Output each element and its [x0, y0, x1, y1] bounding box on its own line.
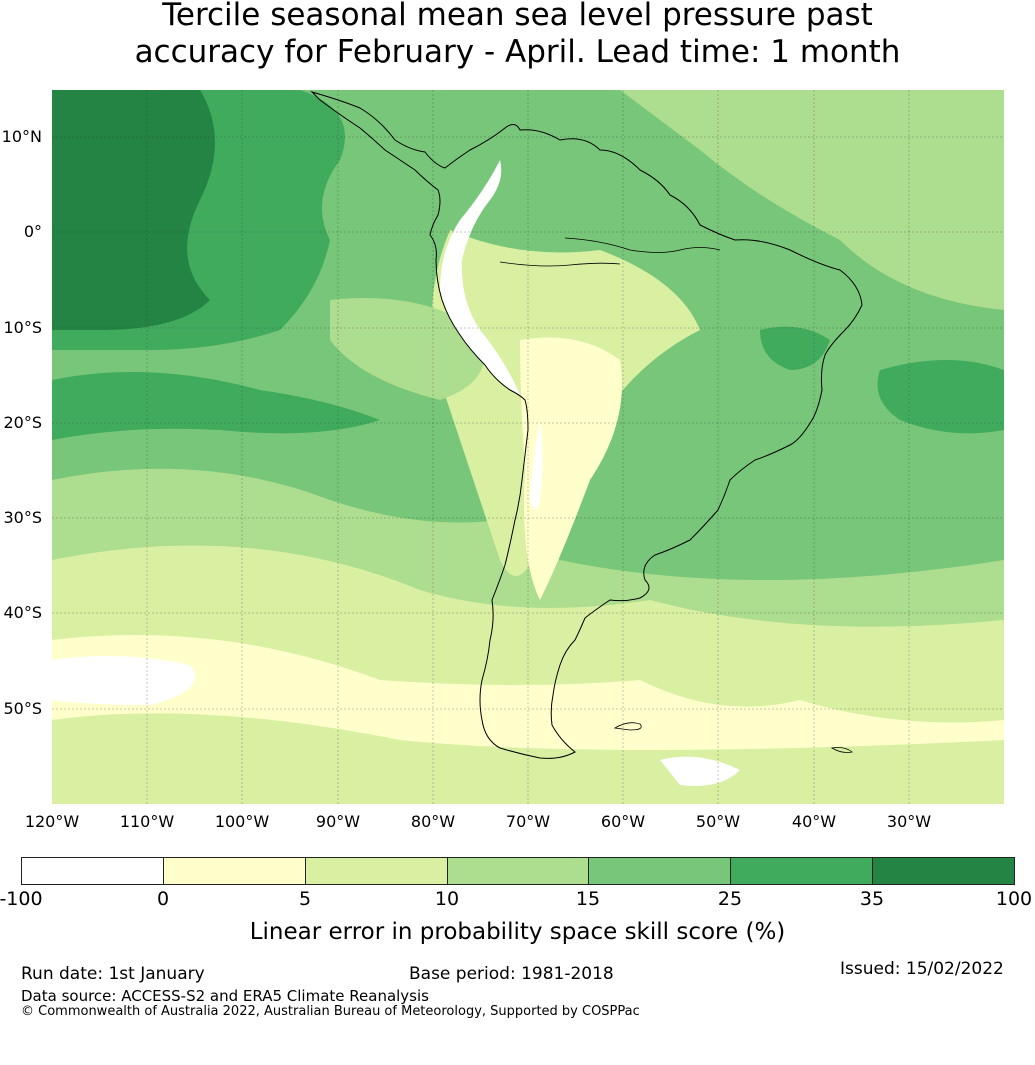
lon-label-100w: 100°W	[214, 812, 270, 831]
colorbar-tick: 0	[156, 888, 170, 910]
lon-label-80w: 80°W	[410, 812, 456, 831]
river-amazon	[564, 237, 721, 253]
map-title-line-1: Tercile seasonal mean sea level pressure…	[162, 0, 873, 33]
lat-label-0: 0°	[23, 222, 42, 241]
colorbar-tick: 5	[298, 888, 312, 910]
lon-label-40w: 40°W	[791, 812, 837, 831]
colorbar-segment	[163, 858, 306, 884]
lat-label-40s: 40°S	[3, 603, 42, 622]
colorbar	[21, 857, 1015, 885]
colorbar-tick: 10	[434, 888, 460, 910]
lat-label-20s: 20°S	[3, 413, 42, 432]
lon-label-60w: 60°W	[600, 812, 646, 831]
colorbar-segment	[447, 858, 590, 884]
graticule	[52, 90, 1004, 804]
colorbar-tick: 25	[717, 888, 743, 910]
colorbar-tick: 35	[859, 888, 885, 910]
lat-label-50s: 50°S	[3, 699, 42, 718]
colorbar-tick: 100	[995, 888, 1033, 910]
colorbar-segment	[731, 858, 874, 884]
colorbar-label: Linear error in probability space skill …	[249, 919, 786, 945]
skill-zone-atlantic-15	[620, 90, 1004, 310]
skill-zone-scotia-0	[660, 756, 740, 786]
lat-label-30s: 30°S	[3, 508, 42, 527]
skill-zone-west-15	[330, 298, 485, 400]
issued-date: Issued: 15/02/2022	[840, 959, 1004, 979]
colorbar-segment	[873, 858, 1015, 884]
lon-label-90w: 90°W	[315, 812, 361, 831]
colorbar-tick: 15	[575, 888, 601, 910]
skill-score-map	[52, 90, 1004, 804]
falkland-islands	[613, 722, 642, 731]
lon-label-120w: 120°W	[24, 812, 80, 831]
skill-zone-interior-5	[520, 337, 622, 600]
map-title-line-2: accuracy for February - April. Lead time…	[134, 34, 901, 70]
lon-label-30w: 30°W	[886, 812, 932, 831]
skill-zone-south-0	[52, 656, 195, 705]
lon-label-110w: 110°W	[119, 812, 175, 831]
lat-label-10s: 10°S	[3, 318, 42, 337]
copyright: © Commonwealth of Australia 2022, Austra…	[21, 1004, 640, 1019]
lon-label-70w: 70°W	[505, 812, 551, 831]
run-date: Run date: 1st January	[21, 964, 205, 984]
skill-zone-brazil-25	[760, 326, 830, 370]
colorbar-segment	[22, 858, 164, 884]
lon-label-50w: 50°W	[695, 812, 741, 831]
south-georgia	[830, 747, 853, 753]
south-america-coastline	[310, 90, 863, 759]
data-source: Data source: ACCESS-S2 and ERA5 Climate …	[21, 987, 429, 1005]
skill-zone-andes-0	[440, 160, 520, 395]
river-solimoes	[499, 261, 621, 267]
colorbar-tick: -100	[0, 888, 43, 910]
base-period: Base period: 1981-2018	[409, 964, 614, 984]
skill-zone-pacific-35	[52, 90, 215, 330]
lat-label-10n: 10°N	[1, 127, 42, 146]
colorbar-segment	[589, 858, 732, 884]
skill-zone-andes-south-0	[530, 420, 543, 510]
colorbar-segment	[305, 858, 448, 884]
